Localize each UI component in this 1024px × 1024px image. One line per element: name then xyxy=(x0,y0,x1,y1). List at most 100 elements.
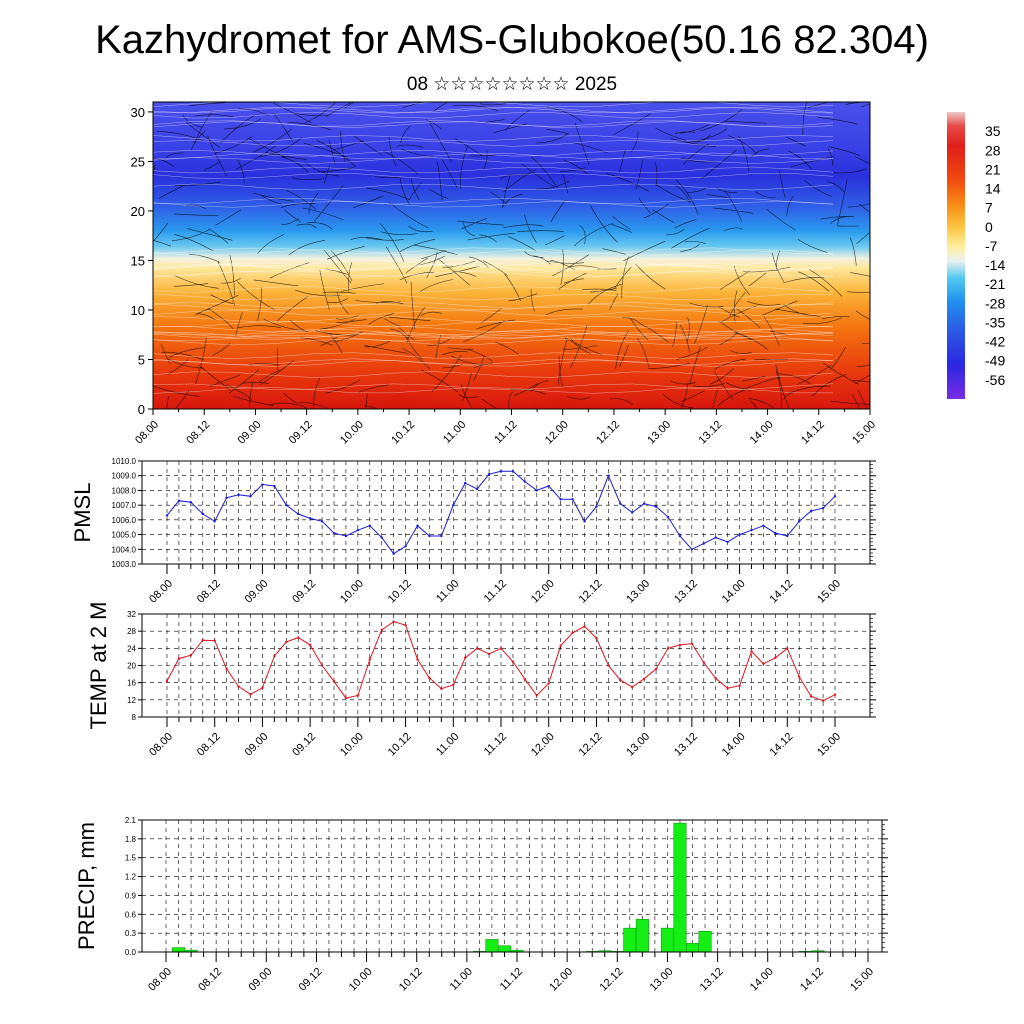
data-point xyxy=(380,628,383,632)
data-point xyxy=(702,542,705,545)
data-point xyxy=(583,625,586,628)
data-point xyxy=(642,502,646,505)
data-point xyxy=(714,677,717,680)
data-point xyxy=(332,680,336,683)
precip-bar xyxy=(660,927,674,953)
data-point xyxy=(464,481,467,485)
xtick-label: 12.00 xyxy=(529,731,557,759)
xtick-label: 11.12 xyxy=(482,578,509,605)
data-point xyxy=(690,642,694,645)
data-point xyxy=(595,636,598,640)
data-point xyxy=(535,694,538,697)
xtick-label: 10.12 xyxy=(397,966,425,994)
data-point xyxy=(380,536,383,539)
colorbar-fill xyxy=(947,112,965,399)
data-point xyxy=(678,534,682,538)
data-point xyxy=(428,676,431,680)
colorbar-label: -21 xyxy=(985,276,1005,292)
data-point xyxy=(774,531,777,535)
heatmap-xtick-label: 11.00 xyxy=(441,419,468,446)
xtick-label: 09.12 xyxy=(297,966,325,994)
xtick-label: 13.00 xyxy=(624,578,652,606)
data-point xyxy=(177,657,181,660)
data-point xyxy=(666,647,670,650)
precip-bar xyxy=(698,931,712,953)
xtick-label: 12.12 xyxy=(577,731,605,759)
data-point xyxy=(249,693,252,696)
data-point xyxy=(762,662,765,665)
xtick-label: 14.12 xyxy=(767,578,795,606)
xtick-label: 08.00 xyxy=(146,966,174,994)
data-point xyxy=(714,536,717,539)
data-point xyxy=(189,654,193,657)
data-point xyxy=(702,661,705,664)
heatmap-ytick-label: 25 xyxy=(131,154,145,169)
data-point xyxy=(798,675,801,678)
chart-title: Kazhydromet for AMS-Glubokoe(50.16 82.30… xyxy=(95,18,929,62)
data-point xyxy=(440,687,443,690)
data-point xyxy=(344,534,348,538)
ytick-label: 20 xyxy=(127,662,136,671)
chart-subtitle: 08 ☆☆☆☆☆☆☆☆ 2025 xyxy=(406,74,618,95)
heatmap-xtick-label: 15.00 xyxy=(850,419,878,447)
xtick-label: 13.00 xyxy=(624,731,652,759)
data-point xyxy=(440,534,443,538)
data-point xyxy=(642,677,646,681)
data-point xyxy=(344,696,348,700)
ytick-label: 1.5 xyxy=(125,854,137,863)
ytick-label: 12 xyxy=(127,696,136,705)
data-point xyxy=(595,505,598,508)
ytick-label: 1005.0 xyxy=(112,531,137,540)
data-point xyxy=(786,534,789,538)
heatmap-warm-core xyxy=(523,329,603,409)
data-point xyxy=(821,699,825,702)
data-point xyxy=(833,693,837,696)
data-point xyxy=(165,514,169,517)
colorbar: 35 28 21 14 7 0 -7 -14 -21 -28 -35 -42 -49 -56 xyxy=(947,112,1005,399)
data-point xyxy=(368,524,371,527)
heatmap-ytick-label: 10 xyxy=(131,303,145,318)
data-point xyxy=(368,658,371,661)
data-point xyxy=(833,495,837,498)
colorbar-label: 28 xyxy=(985,142,1001,158)
data-point xyxy=(452,683,455,687)
ytick-label: 8 xyxy=(132,713,137,722)
data-point xyxy=(726,540,729,544)
data-point xyxy=(583,520,586,523)
isotherm-contours xyxy=(153,102,834,394)
data-point xyxy=(774,656,777,659)
data-point xyxy=(487,652,491,656)
heatmap-xtick-label: 11.12 xyxy=(492,419,519,446)
xtick-label: 15.00 xyxy=(815,578,843,606)
data-point xyxy=(356,528,360,532)
heatmap-xtick-label: 13.00 xyxy=(645,419,673,447)
ytick-label: 1.8 xyxy=(125,835,137,844)
data-point xyxy=(285,640,288,644)
data-point xyxy=(225,496,228,499)
data-point xyxy=(726,687,729,690)
xtick-label: 11.00 xyxy=(434,731,461,758)
data-point xyxy=(416,524,419,527)
data-point xyxy=(416,658,419,661)
data-point xyxy=(249,495,252,498)
data-point xyxy=(475,647,479,650)
ytick-label: 24 xyxy=(127,644,136,653)
colorbar-label: 21 xyxy=(985,161,1001,177)
ytick-label: 0.3 xyxy=(125,929,137,938)
colorbar-label: -42 xyxy=(985,334,1005,350)
xtick-label: 08.12 xyxy=(195,731,223,759)
data-point xyxy=(809,695,813,698)
data-point xyxy=(308,643,312,647)
xtick-label: 12.12 xyxy=(597,966,625,994)
data-point xyxy=(428,534,431,538)
data-point xyxy=(356,694,360,697)
data-point xyxy=(738,533,741,536)
data-point xyxy=(631,685,634,689)
ytick-label: 0.9 xyxy=(125,891,137,900)
xtick-label: 11.12 xyxy=(482,731,509,758)
temperature-heatmap: 0 5 10 15 20 25 30 08.00 08.12 09.00 09.12 10.00 10.… xyxy=(131,101,878,447)
heatmap-xtick-label: 10.00 xyxy=(338,419,366,447)
ytick-label: 1003.0 xyxy=(112,560,137,569)
heatmap-ytick-label: 30 xyxy=(131,105,145,120)
data-point xyxy=(762,524,765,527)
